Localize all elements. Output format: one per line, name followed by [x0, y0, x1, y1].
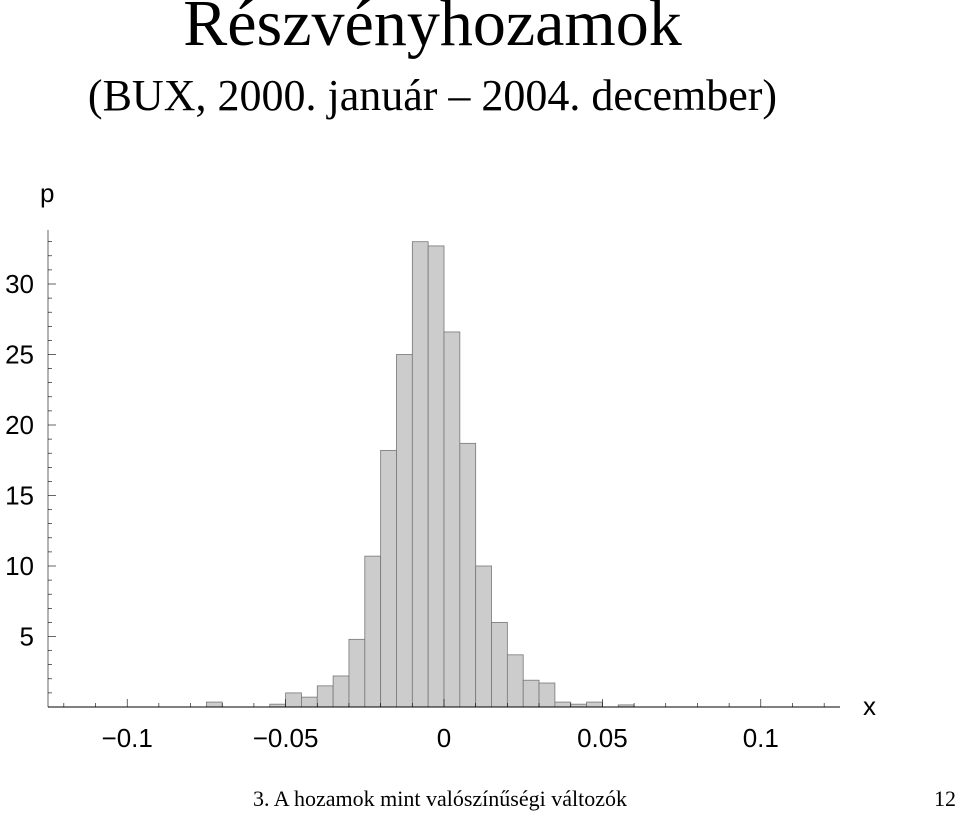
- histogram-bars: [205, 241, 635, 708]
- y-tick-label: 30: [5, 269, 34, 299]
- slide-footer: 3. A hozamok mint valószínűségi változók: [253, 786, 627, 811]
- histogram-bar: [380, 449, 397, 708]
- x-tick-label: 0.05: [577, 723, 628, 753]
- x-tick-label: −0.05: [253, 723, 319, 753]
- histogram-bar: [427, 245, 445, 708]
- y-tick-label: 5: [20, 622, 34, 652]
- histogram-bar: [316, 685, 334, 708]
- page-number: 12: [934, 786, 956, 811]
- slide-title: Részvényhozamok: [183, 0, 682, 60]
- histogram-bar: [554, 701, 572, 708]
- x-tick-label: 0: [437, 723, 451, 753]
- y-tick-label: 15: [5, 481, 34, 511]
- histogram-bar: [411, 241, 429, 708]
- histogram-bar: [522, 679, 540, 708]
- chart-axes: [47, 230, 840, 708]
- histogram-bar: [285, 692, 302, 708]
- histogram-bar: [586, 701, 603, 708]
- tick-labels: 5 10 15 20 25 30 −0.1 −0.05 0 0.05 0.1: [5, 269, 779, 753]
- histogram-bar: [301, 696, 318, 708]
- histogram-bar: [396, 354, 413, 708]
- histogram-bar: [364, 555, 382, 708]
- x-axis-label: x: [863, 691, 876, 721]
- histogram-chart: 5 10 15 20 25 30 −0.1 −0.05 0 0.05 0.1 p x: [5, 178, 876, 753]
- y-tick-label: 10: [5, 551, 34, 581]
- x-tick-label: −0.1: [102, 723, 153, 753]
- y-tick-label: 25: [5, 340, 34, 370]
- histogram-bar: [506, 654, 524, 708]
- histogram-bar: [332, 675, 350, 708]
- histogram-bar: [475, 565, 492, 708]
- y-axis-label: p: [40, 178, 54, 208]
- histogram-bar: [205, 701, 223, 708]
- histogram-bar: [459, 442, 477, 708]
- histogram-bar: [491, 621, 508, 708]
- slide-subtitle: (BUX, 2000. január – 2004. december): [87, 71, 778, 120]
- histogram-bar: [348, 638, 366, 708]
- x-tick-label: 0.1: [743, 723, 779, 753]
- histogram-bar: [538, 682, 556, 708]
- y-tick-label: 20: [5, 410, 34, 440]
- histogram-bar: [443, 331, 461, 708]
